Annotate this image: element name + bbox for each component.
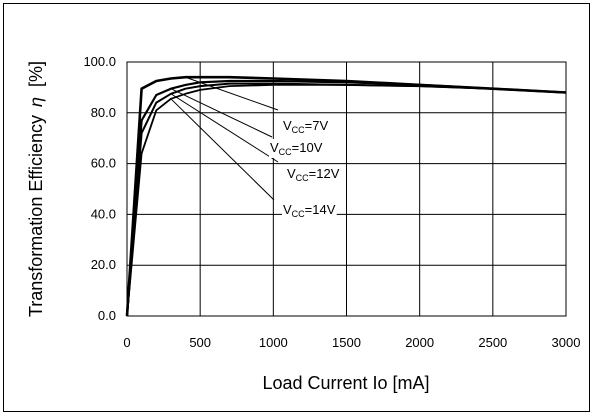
- series-label-3: VCC=14V: [282, 201, 337, 220]
- series-label-value: =12V: [309, 166, 340, 181]
- leader-line-3: [170, 98, 275, 201]
- series-label-0: VCC=7V: [282, 117, 330, 136]
- series-label-bg-0: [282, 117, 330, 136]
- series-label-sub: CC: [296, 173, 309, 183]
- series-label-value: =7V: [305, 118, 329, 133]
- x-axis-label: Load Current Io [mA]: [262, 373, 429, 393]
- series-label-value: =14V: [305, 202, 336, 217]
- x-tick-label-0: 0: [123, 335, 130, 350]
- series-label-sub: CC: [292, 209, 305, 219]
- series-label-sub: CC: [279, 147, 292, 157]
- series-layer: [125, 75, 567, 317]
- x-tick-label-4: 2000: [405, 335, 434, 350]
- y-axis-ticks: 0.0 20.0 40.0 60.0 80.0 100.0: [83, 54, 116, 323]
- x-tick-label-6: 3000: [552, 335, 581, 350]
- y-tick-label-4: 80.0: [91, 105, 116, 120]
- series-label-v: V: [283, 202, 292, 217]
- leader-line-2: [170, 93, 279, 163]
- y-axis-unit: [%]: [26, 61, 46, 87]
- series-label-v: V: [270, 140, 279, 155]
- series-label-v: V: [287, 166, 296, 181]
- leader-line-0: [185, 76, 279, 111]
- series-label-2: VCC=12V: [286, 165, 341, 184]
- series-label-bg-1: [269, 139, 324, 158]
- x-tick-label-1: 500: [189, 335, 211, 350]
- leader-line-1: [170, 88, 273, 138]
- y-tick-label-0: 0.0: [98, 308, 116, 323]
- series-label-text-2: VCC=12V: [287, 166, 340, 183]
- series-label-sub: CC: [292, 125, 305, 135]
- series-label-v: V: [283, 118, 292, 133]
- grid-lines: [126, 61, 567, 317]
- series-label-value: =10V: [292, 140, 323, 155]
- series-label-text-3: VCC=14V: [283, 202, 336, 219]
- y-tick-label-5: 100.0: [83, 54, 116, 69]
- y-axis-symbol: η: [26, 97, 46, 107]
- plot-area: [126, 61, 567, 317]
- y-tick-label-2: 40.0: [91, 206, 116, 221]
- x-tick-label-5: 2500: [478, 335, 507, 350]
- x-tick-label-3: 1500: [332, 335, 361, 350]
- y-tick-label-1: 20.0: [91, 257, 116, 272]
- series-label-bg-3: [282, 201, 337, 220]
- y-axis-label-text: Transformation Efficiency: [26, 115, 46, 317]
- series-label-1: VCC=10V: [269, 139, 324, 158]
- series-label-bg-2: [286, 165, 341, 184]
- series-label-text-0: VCC=7V: [283, 118, 328, 135]
- annotation-leaders: [170, 76, 279, 201]
- x-tick-label-2: 1000: [259, 335, 288, 350]
- y-axis-label: Transformation Efficiency η [%]: [26, 61, 46, 317]
- x-axis-ticks: 0 500 1000 1500 2000 2500 3000: [123, 335, 580, 350]
- chart-frame: [3, 3, 590, 412]
- y-tick-label-3: 60.0: [91, 156, 116, 171]
- series-label-text-1: VCC=10V: [270, 140, 323, 157]
- y-axis-label-group: Transformation Efficiency η [%]: [26, 61, 46, 317]
- plot-border: [126, 61, 567, 317]
